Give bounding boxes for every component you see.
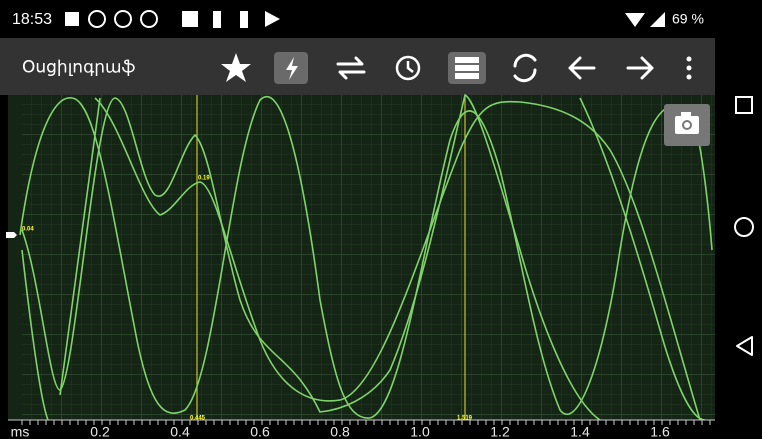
trigger-icon <box>286 57 298 80</box>
timer-button[interactable] <box>395 55 421 81</box>
screenshot-button[interactable] <box>664 104 710 146</box>
waveform <box>21 93 601 421</box>
x-axis-label: 1.6 <box>650 424 670 439</box>
home-button[interactable] <box>734 217 754 237</box>
x-axis-label: 1.2 <box>490 424 510 439</box>
x-axis-label: ms <box>11 424 30 439</box>
back-button[interactable] <box>568 56 596 80</box>
forward-button[interactable] <box>626 56 654 80</box>
x-axis-label: 1.4 <box>570 424 590 439</box>
notification-icons <box>65 10 280 28</box>
menu-button[interactable] <box>686 56 692 80</box>
waveform <box>19 95 713 419</box>
x-axis-label: 0.2 <box>90 424 110 439</box>
x-axis-label: 0.6 <box>250 424 270 439</box>
cursor-value: 0.04 <box>22 227 34 233</box>
clock: 18:53 <box>12 11 52 28</box>
repeat-button[interactable] <box>336 56 366 80</box>
x-axis-label: 0.8 <box>330 424 350 439</box>
major-grid <box>22 95 715 420</box>
battery-level: 69 % <box>672 11 704 27</box>
signal-icons <box>625 12 665 27</box>
cursor-value: 0.19 <box>198 176 210 182</box>
cursor-value: 1.519 <box>457 416 473 422</box>
x-axis-label: 1.0 <box>410 424 430 439</box>
refresh-button[interactable] <box>513 53 537 83</box>
waveform <box>21 97 706 421</box>
cursor-value: 0.445 <box>190 416 206 422</box>
waveform <box>94 97 701 421</box>
level-marker[interactable] <box>6 232 17 238</box>
back-nav-button[interactable] <box>736 336 753 356</box>
toolbar <box>0 38 715 95</box>
channels-icon <box>455 57 479 79</box>
favorite-button[interactable] <box>221 53 251 82</box>
app-title: Օսցիլոգրաֆ <box>22 57 136 76</box>
x-axis-bar <box>0 420 715 439</box>
x-axis-label: 0.4 <box>170 424 190 439</box>
recents-button[interactable] <box>735 96 753 114</box>
